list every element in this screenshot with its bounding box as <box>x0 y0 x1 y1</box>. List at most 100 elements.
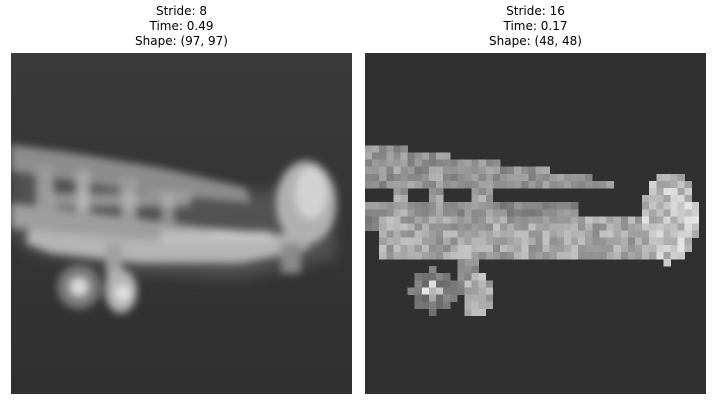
pixel-block <box>485 159 494 167</box>
pixel-block <box>620 223 629 231</box>
pixel-block <box>606 180 614 189</box>
pixel-block <box>365 159 373 167</box>
pixel-block <box>535 237 543 246</box>
pixel-block <box>421 202 430 210</box>
pixel-block <box>450 202 458 210</box>
pixel-block <box>507 166 515 175</box>
pixel-block <box>528 237 536 246</box>
pixel-block <box>592 216 600 224</box>
pixel-block <box>485 301 494 310</box>
pixel-block <box>485 251 494 260</box>
pixel-block <box>414 287 423 295</box>
pixel-block <box>407 202 416 210</box>
pixel-block <box>464 244 472 253</box>
pixel-block <box>471 187 479 196</box>
pixel-block <box>528 223 536 231</box>
pixel-block <box>393 209 401 217</box>
pixel-block <box>436 173 444 182</box>
pixel-block <box>428 237 437 246</box>
pixel-block <box>499 180 508 189</box>
pixel-block <box>514 180 522 189</box>
pixel-block <box>407 237 416 246</box>
pixel-block <box>642 230 650 238</box>
pixel-block <box>443 180 451 189</box>
pixel-block <box>528 173 536 182</box>
pixel-block <box>464 223 472 231</box>
pixel-block <box>436 159 444 167</box>
pixel-block <box>677 209 685 217</box>
pixel-block <box>613 251 622 260</box>
pixel-block <box>464 251 472 260</box>
pixel-block <box>436 237 444 246</box>
pixel-block <box>450 294 458 302</box>
pixel-block <box>457 280 465 288</box>
pixel-block <box>436 223 444 231</box>
pixel-block <box>421 152 430 160</box>
pixel-block <box>535 209 543 217</box>
pixel-block <box>443 166 451 175</box>
pixel-block <box>478 195 487 203</box>
pixel-block <box>464 259 472 267</box>
pixel-block <box>471 266 479 274</box>
pixel-block <box>592 230 600 238</box>
pixel-block <box>464 294 472 302</box>
pixel-block <box>400 209 408 217</box>
pixel-block <box>571 202 579 210</box>
pixel-block <box>677 216 685 224</box>
pixel-block <box>656 202 664 210</box>
pixel-block <box>464 202 472 210</box>
pixel-block <box>400 216 408 224</box>
pixel-block <box>393 195 401 203</box>
pixel-block <box>578 173 586 182</box>
pixel-block <box>450 166 458 175</box>
pixel-block <box>393 145 401 153</box>
pixel-block <box>556 173 565 182</box>
pixel-block <box>563 216 572 224</box>
pixel-block <box>606 230 614 238</box>
pixel-block <box>492 202 501 210</box>
pixel-block <box>428 152 437 160</box>
pixel-block <box>599 244 607 253</box>
pixel-block <box>528 180 536 189</box>
pixel-block <box>642 195 650 203</box>
pixel-block <box>563 251 572 260</box>
pixel-block <box>372 173 380 182</box>
pixel-block <box>663 202 671 210</box>
pixel-block <box>606 251 614 260</box>
pixel-block <box>535 223 543 231</box>
pixel-block <box>691 216 700 224</box>
pixel-block <box>478 209 487 217</box>
pixel-block <box>571 180 579 189</box>
pixel-block <box>436 280 444 288</box>
pixel-block <box>563 230 572 238</box>
pixel-block <box>464 166 472 175</box>
right-panel: Stride: 16 Time: 0.17 Shape: (48, 48) <box>365 0 706 404</box>
pixel-block <box>578 251 586 260</box>
pixel-block <box>464 216 472 224</box>
pixel-block <box>407 287 416 295</box>
pixel-block <box>386 223 394 231</box>
pixel-block <box>521 251 529 260</box>
pixel-block <box>542 237 550 246</box>
pixel-block <box>585 237 593 246</box>
pixel-block <box>649 180 657 189</box>
pixel-block <box>400 237 408 246</box>
pixel-block <box>436 187 444 196</box>
pixel-block <box>684 244 693 253</box>
pixel-block <box>400 187 408 196</box>
pixel-block <box>450 223 458 231</box>
pixel-block <box>457 230 465 238</box>
pixel-block <box>670 195 678 203</box>
pixel-block <box>421 216 430 224</box>
pixel-block <box>386 230 394 238</box>
pixel-block <box>478 173 487 182</box>
pixel-block <box>606 223 614 231</box>
pixel-block <box>507 230 515 238</box>
pixel-block <box>478 166 487 175</box>
pixel-block <box>492 166 501 175</box>
pixel-block <box>421 244 430 253</box>
pixel-block <box>386 180 394 189</box>
pixel-block <box>592 237 600 246</box>
pixel-block <box>549 230 558 238</box>
pixel-block <box>428 187 437 196</box>
